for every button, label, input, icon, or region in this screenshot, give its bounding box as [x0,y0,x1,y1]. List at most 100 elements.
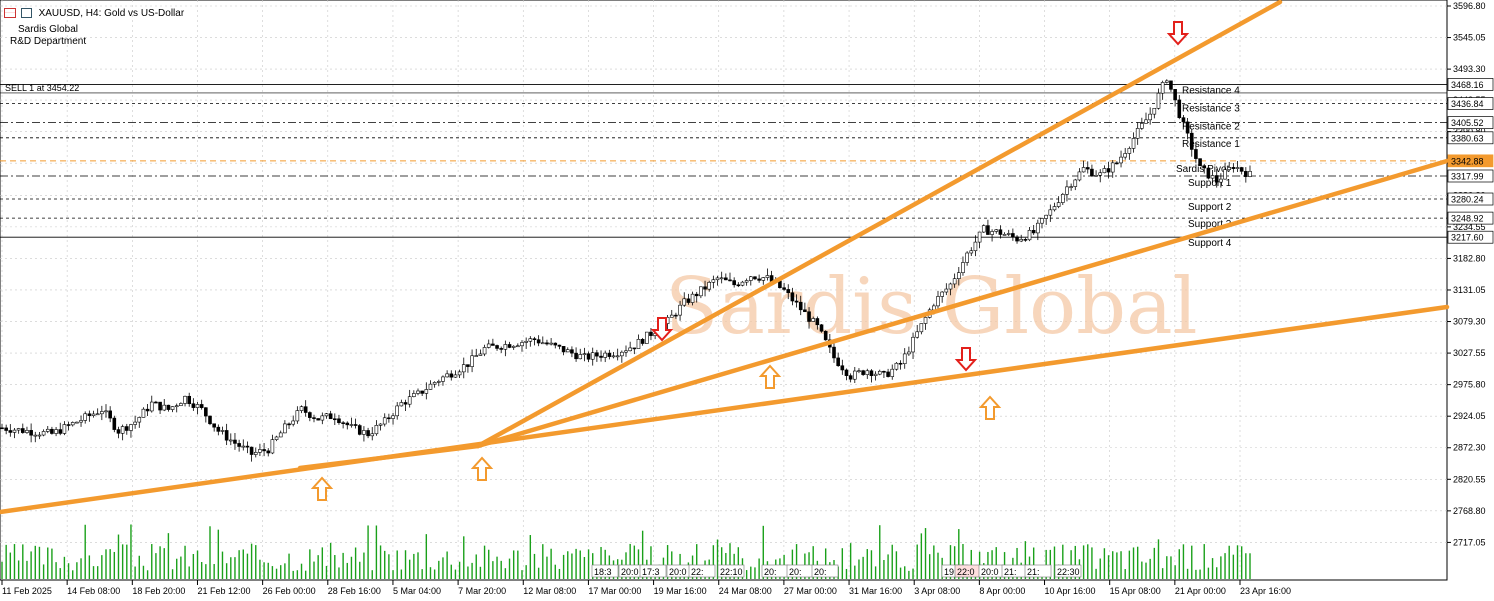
volume-time-label: 22:0 [957,567,975,577]
volume-time-box [717,564,745,578]
candle-body [428,383,433,390]
candle-body [632,347,637,350]
candle-body [536,339,541,344]
candle-body [145,408,150,412]
candle-body [819,324,824,332]
candle-body [603,352,608,358]
candle-body [328,413,333,420]
candle-body [287,423,291,426]
volume-time-label: 20:0 [621,567,639,577]
candle-body [104,410,108,413]
candle-body [295,410,300,422]
candle-body [436,381,441,383]
candle-body [166,404,171,410]
candle-body [8,430,13,433]
candle-body [0,427,4,430]
candle-body [116,429,121,434]
candle-body [956,272,961,279]
volume-time-labels: 18:320:017:320:022:22:1020:20:20:19:1522… [591,564,1082,578]
candle-body [915,331,920,338]
y-tick-label: 3545.05 [1453,33,1486,43]
candle-body [794,300,799,303]
level-tag-box [1447,230,1494,244]
candle-body [1036,222,1040,234]
candle-body [852,370,857,380]
trendline [475,0,1283,449]
y-tick-label: 3493.30 [1453,64,1486,74]
candle-body [1110,162,1115,173]
candle-body [1031,229,1036,234]
candle-body [719,277,724,280]
candle-body [191,403,196,408]
candle-body [1152,107,1157,115]
candle-body [133,421,137,425]
candle-body [977,231,982,243]
candle-body [1177,99,1182,118]
table-icon[interactable] [4,8,16,19]
candle-body [399,402,404,407]
candle-body [844,369,849,376]
trendlines[interactable] [0,0,1450,515]
candle-body [1048,209,1053,216]
level-tag-value: 3217.60 [1451,233,1484,243]
volume-time-label: 21: [1004,567,1017,577]
candle-body [711,279,716,283]
time-axis[interactable]: 11 Feb 2025 14 Feb 08:00 18 Feb 20:00 21 Fe… [1,580,1291,596]
candle-body [357,425,362,435]
volume-time-label: 20: [764,567,777,577]
candle-body [33,434,38,437]
candle-body [815,318,820,326]
candle-body [865,370,870,375]
candle-body [715,277,720,281]
candle-body [395,405,400,417]
candle-body [1244,171,1248,177]
candle-body [187,395,191,405]
x-tick-label: 14 Feb 08:00 [67,586,120,596]
candle-body [100,411,104,415]
x-tick-label: 26 Feb 00:00 [263,586,316,596]
candle-body [952,278,957,285]
candle-body [981,225,986,233]
level-tag-box [1447,131,1494,145]
y-tick-label: 3596.80 [1453,1,1486,11]
candle-body [911,336,915,353]
candle-body [249,446,254,455]
candle-body [790,292,795,302]
candle-body [1123,153,1127,158]
candle-body [886,371,890,377]
level-tag-value: 3280.24 [1451,195,1484,205]
candle-body [441,376,445,382]
chart-icon[interactable] [20,8,32,19]
candle-body [678,304,682,316]
candle-body [370,433,375,437]
y-tick-label: 2924.05 [1453,411,1486,421]
x-tick-label: 19 Mar 16:00 [654,586,707,596]
candle-body [374,425,379,435]
candle-body [620,351,624,357]
candle-body [1248,171,1252,177]
level-name: Sardis Pivot [1176,164,1230,175]
candle-body [337,418,341,423]
candle-body [1102,168,1107,174]
candle-body [66,424,71,426]
level-name: Resistance 1 [1182,139,1240,150]
candle-body [615,355,620,358]
candle-body [1181,117,1186,123]
candle-body [669,314,674,318]
company-name: Sardis Global [18,24,79,35]
candle-body [1235,167,1240,169]
candle-body [1011,233,1015,238]
candle-body [736,284,741,287]
y-tick-label: 2872.30 [1453,443,1486,453]
candle-body [1019,239,1024,242]
candle-body [91,413,96,416]
candle-body [753,276,757,280]
candle-body [1214,175,1219,183]
candle-body [1148,113,1152,121]
candle-body [1115,162,1119,165]
x-tick-label: 12 Mar 08:00 [523,586,576,596]
candle-body [220,430,225,432]
candle-body [757,278,761,281]
y-tick-label: 3027.55 [1453,348,1486,358]
